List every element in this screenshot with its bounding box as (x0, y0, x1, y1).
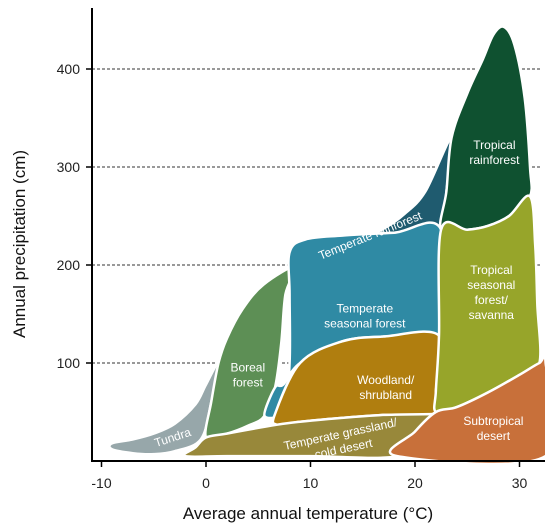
x-tick-label: -10 (91, 475, 111, 491)
biome-label-line: forest (233, 375, 264, 389)
biome-label-line: forest/ (475, 293, 509, 307)
biome-label-line: rainforest (469, 153, 520, 167)
biome-region-subtropical-desert (388, 354, 545, 466)
biome-label-line: desert (477, 429, 511, 443)
biome-label-line: savanna (469, 308, 515, 322)
y-tick-label: 200 (57, 257, 81, 273)
biome-label-woodland-shrubland: Woodland/shrubland (357, 373, 415, 402)
x-tick-label: 30 (512, 475, 528, 491)
biome-label-line: Temperate (336, 302, 393, 316)
x-axis-title: Average annual temperature (°C) (183, 504, 433, 523)
biome-label-line: Tropical (470, 263, 512, 277)
y-axis-title: Annual precipitation (cm) (10, 150, 29, 338)
x-tick-label: 0 (202, 475, 210, 491)
biome-regions (108, 25, 545, 466)
x-tick-label: 20 (407, 475, 423, 491)
biome-label-line: shrubland (359, 388, 412, 402)
biome-label-line: Tropical (473, 138, 515, 152)
biome-label-line: Woodland/ (357, 373, 415, 387)
x-tick-label: 10 (303, 475, 319, 491)
biome-label-line: Subtropical (463, 414, 523, 428)
biome-region-tropical-rainforest (438, 25, 533, 234)
y-tick-label: 300 (57, 159, 81, 175)
biome-label-line: seasonal forest (324, 317, 406, 331)
biome-label-line: Boreal (230, 360, 265, 374)
y-tick-label: 400 (57, 61, 81, 77)
y-tick-label: 100 (57, 355, 81, 371)
biome-label-line: seasonal (467, 278, 515, 292)
axis-ticks: 100 200 300 400 -10 0 10 20 30 (57, 61, 528, 491)
